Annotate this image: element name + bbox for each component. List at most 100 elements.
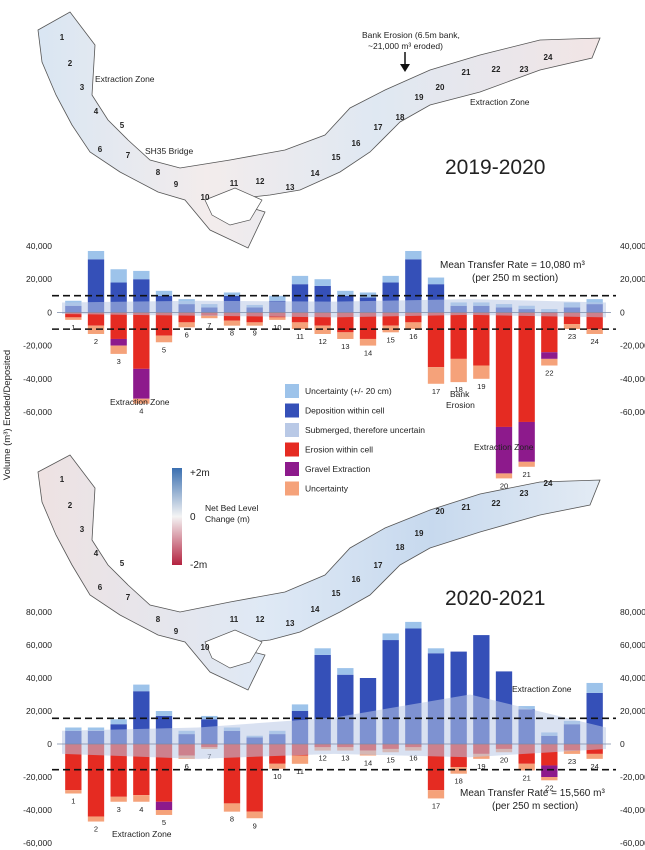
legend-label: Submerged, therefore uncertain (305, 425, 425, 435)
bar-uncertainty-lower (427, 790, 445, 799)
x-category-label: 8 (230, 815, 234, 824)
x-category-label: 19 (477, 762, 485, 771)
bar-uncertainty-lower (133, 795, 150, 802)
bar-uncertainty-upper (291, 275, 309, 285)
bar-uncertainty-lower (337, 332, 354, 339)
bar-erosion (178, 312, 195, 323)
y-tick-label-left: 80,000 (26, 607, 52, 617)
map-section-label-11: 11 (230, 615, 239, 624)
map-section-label-5: 5 (120, 121, 125, 130)
map-section-label-4: 4 (94, 107, 99, 116)
x-category-label: 18 (454, 385, 462, 394)
bar-uncertainty-lower (87, 816, 105, 822)
bar-erosion (155, 744, 173, 802)
bar-uncertainty-upper (382, 633, 399, 641)
map-section-label-10: 10 (201, 643, 210, 652)
bar-uncertainty-lower (201, 315, 218, 319)
legend-label: Uncertainty (305, 484, 349, 494)
map-section-label-21: 21 (462, 503, 471, 512)
bar-uncertainty-lower (586, 753, 603, 759)
bar-uncertainty-upper (155, 290, 173, 296)
bar-uncertainty-lower (110, 796, 127, 802)
x-category-label: 10 (273, 772, 281, 781)
bar-gravel-extraction (518, 421, 535, 462)
bar-erosion (427, 312, 445, 368)
y-axis-title: Volume (m³) Eroded/Deposited (2, 350, 13, 480)
map-section-label-3: 3 (80, 525, 85, 534)
colorbar-title-line1: Net Bed Level (205, 503, 259, 513)
y-tick-label-right: 40,000 (620, 673, 645, 683)
x-category-label: 23 (568, 332, 576, 341)
chart1-annotation-erosion: Erosion (446, 400, 475, 410)
y-tick-label-right: 0 (620, 739, 625, 749)
legend-label: Gravel Extraction (305, 464, 370, 474)
bar-erosion (473, 312, 490, 366)
x-category-label: 5 (162, 345, 166, 354)
map-section-label-8: 8 (156, 168, 161, 177)
x-category-label: 6 (185, 330, 189, 339)
legend-swatch (285, 403, 299, 418)
bar-uncertainty-lower (359, 338, 377, 346)
bar-uncertainty-upper (427, 277, 445, 285)
bar-uncertainty-lower (178, 322, 195, 328)
y-tick-label-right: 60,000 (620, 640, 645, 650)
callout-line1: Bank Erosion (6.5m bank, (362, 30, 460, 40)
bar-erosion (223, 312, 241, 321)
x-category-label: 3 (117, 357, 121, 366)
map1-period-title: 2019-2020 (445, 156, 545, 179)
x-category-label: 19 (477, 382, 485, 391)
bar-uncertainty-upper (110, 269, 127, 283)
x-category-label: 17 (432, 387, 440, 396)
bank-erosion-arrowhead (400, 64, 410, 72)
x-category-label: 15 (386, 755, 394, 764)
bar-uncertainty-lower (563, 750, 581, 754)
y-tick-label-right: -20,000 (620, 341, 645, 351)
bar-uncertainty-lower (541, 358, 558, 366)
bar-uncertainty-upper (87, 727, 105, 731)
map-section-label-16: 16 (352, 139, 361, 148)
bar-gravel-extraction (155, 801, 173, 810)
map1-annotation-extraction-left: Extraction Zone (95, 74, 155, 84)
bar-uncertainty-upper (427, 648, 445, 654)
x-category-label: 10 (273, 323, 281, 332)
y-tick-label-right: -20,000 (620, 772, 645, 782)
legend-label: Deposition within cell (305, 406, 384, 416)
map-section-label-6: 6 (98, 145, 103, 154)
x-category-label: 7 (207, 321, 211, 330)
map-section-label-20: 20 (436, 83, 445, 92)
bar-erosion (155, 312, 173, 336)
x-category-label: 16 (409, 754, 417, 763)
x-category-label: 21 (522, 470, 530, 479)
x-category-label: 9 (253, 329, 257, 338)
bar-uncertainty-upper (269, 295, 286, 301)
x-category-label: 8 (230, 329, 234, 338)
chart2-mean-text-line1: Mean Transfer Rate = 15,560 m³ (460, 788, 605, 799)
x-category-label: 21 (522, 773, 530, 782)
bar-uncertainty-upper (314, 648, 331, 655)
x-category-label: 24 (590, 762, 598, 771)
map-section-label-1: 1 (60, 475, 65, 484)
bar-uncertainty-lower (563, 324, 581, 329)
bar-erosion (246, 744, 263, 812)
chart2-annotation-extraction-left: Extraction Zone (112, 829, 172, 839)
bar-erosion (110, 312, 127, 339)
bar-uncertainty-lower (223, 320, 241, 326)
map-section-label-11: 11 (230, 179, 239, 188)
bar-uncertainty-lower (155, 810, 173, 815)
y-tick-label-left: 0 (47, 307, 52, 317)
bar-uncertainty-upper (518, 706, 535, 710)
bar-uncertainty-lower (291, 755, 309, 764)
bar-erosion (65, 312, 82, 318)
bar-uncertainty-upper (155, 711, 173, 716)
bar-uncertainty-lower (518, 461, 535, 467)
bar-uncertainty-upper (133, 684, 150, 692)
x-category-label: 5 (162, 818, 166, 827)
bar-uncertainty-lower (65, 790, 82, 794)
bar-erosion (359, 312, 377, 339)
x-category-label: 12 (318, 754, 326, 763)
colorbar-title-line2: Change (m) (205, 514, 250, 524)
bar-uncertainty-upper (110, 719, 127, 725)
y-tick-label-right: 0 (620, 307, 625, 317)
